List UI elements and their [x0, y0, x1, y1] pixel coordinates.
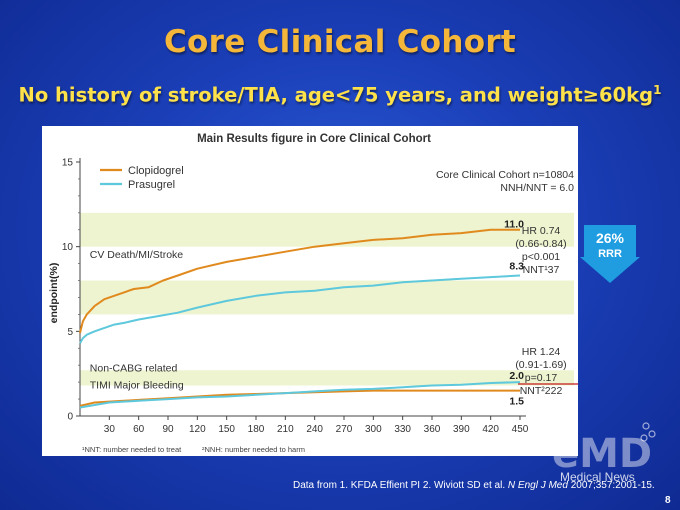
footer-pre: Data from 1. KFDA Effient PI 2. Wiviott …: [293, 480, 508, 491]
legend-label-prasugrel: Prasugrel: [128, 179, 175, 191]
svg-text:eMD: eMD: [552, 431, 652, 477]
efficacy-nnt: NNT¹37: [523, 264, 560, 276]
rrr-arrow-icon: 26% RRR: [580, 225, 640, 283]
y-tick-label-0: 0: [67, 412, 73, 423]
bleeding-p: p=0.17: [525, 372, 558, 384]
x-tick-label-270: 270: [336, 424, 353, 435]
x-tick-label-390: 390: [453, 424, 470, 435]
results-chart: 0 5 10 15 30 60 90 120 150 180 210 240 270 300 330 360 3…: [48, 133, 578, 454]
y-tick-label-10: 10: [62, 242, 74, 253]
endpoint-annotation-0: CV Death/MI/Stroke: [90, 249, 184, 261]
x-tick-label-210: 210: [277, 424, 294, 435]
x-tick-label-120: 120: [189, 424, 206, 435]
x-tick-label-450: 450: [512, 424, 529, 435]
y-axis-label: endpoint(%): [48, 263, 60, 324]
end-value-label-3: 1.5: [509, 396, 524, 408]
chart-title: Main Results figure in Core Clinical Coh…: [197, 133, 431, 145]
x-tick-label-60: 60: [133, 424, 145, 435]
legend-label-clopidogrel: Clopidogrel: [128, 165, 184, 177]
x-tick-label-240: 240: [306, 424, 323, 435]
y-tick-label-5: 5: [67, 327, 73, 338]
x-tick-label-150: 150: [218, 424, 235, 435]
page-number: 8: [665, 495, 671, 506]
efficacy-p: p<0.001: [522, 251, 560, 263]
bleeding-nnt: NNT²222: [520, 385, 563, 397]
x-tick-label-420: 420: [482, 424, 499, 435]
slide-title: Core Clinical Cohort: [163, 24, 517, 60]
end-value-label-1: 8.3: [509, 260, 524, 272]
bleeding-hr: HR 1.24: [522, 346, 561, 358]
x-tick-label-300: 300: [365, 424, 382, 435]
nnh-nnt-text: NNH/NNT = 6.0: [500, 182, 574, 194]
x-tick-label-330: 330: [394, 424, 411, 435]
y-tick-label-15: 15: [62, 158, 74, 169]
x-tick-label-30: 30: [104, 424, 116, 435]
footnote-nnh: ²NNH: number needed to harm: [202, 445, 305, 454]
efficacy-ci: (0.66-0.84): [515, 238, 566, 250]
slide-footer: Data from 1. KFDA Effient PI 2. Wiviott …: [293, 480, 655, 491]
footer-journal: N Engl J Med: [507, 480, 568, 491]
end-value-label-2: 2.0: [509, 370, 524, 382]
x-tick-label-90: 90: [162, 424, 174, 435]
endpoint-annotation-2: TIMI Major Bleeding: [90, 380, 184, 392]
efficacy-hr: HR 0.74: [522, 225, 561, 237]
footer-post: 2007;357:2001-15.: [567, 480, 655, 491]
x-tick-label-180: 180: [248, 424, 265, 435]
subtitle-superscript: 1: [653, 83, 662, 97]
x-tick-label-360: 360: [424, 424, 441, 435]
cohort-size-text: Core Clinical Cohort n=10804: [436, 169, 574, 181]
series-line-clopidogrel-0: [79, 228, 520, 334]
subtitle-text: No history of stroke/TIA, age<75 years, …: [18, 83, 654, 107]
rrr-percent: 26%: [596, 230, 625, 246]
emd-logo-icon: eMD: [552, 422, 656, 477]
slide-subtitle: No history of stroke/TIA, age<75 years, …: [0, 83, 680, 107]
highlight-band-1: [80, 280, 574, 315]
highlight-band-0: [80, 370, 574, 386]
series-line-prasugrel-1: [79, 274, 521, 344]
bleeding-ci: (0.91-1.69): [515, 359, 566, 371]
endpoint-annotation-1: Non-CABG related: [90, 363, 178, 375]
logo-text: Medical News: [560, 470, 635, 484]
chart-panel: 0 5 10 15 30 60 90 120 150 180 210 240 270 300 330 360 3…: [42, 126, 578, 456]
footnote-nnt: ¹NNT: number needed to treat: [82, 445, 182, 454]
series-line-prasugrel-3: [79, 381, 521, 409]
rrr-label: RRR: [598, 248, 622, 260]
end-value-label-0: 11.0: [504, 219, 524, 231]
